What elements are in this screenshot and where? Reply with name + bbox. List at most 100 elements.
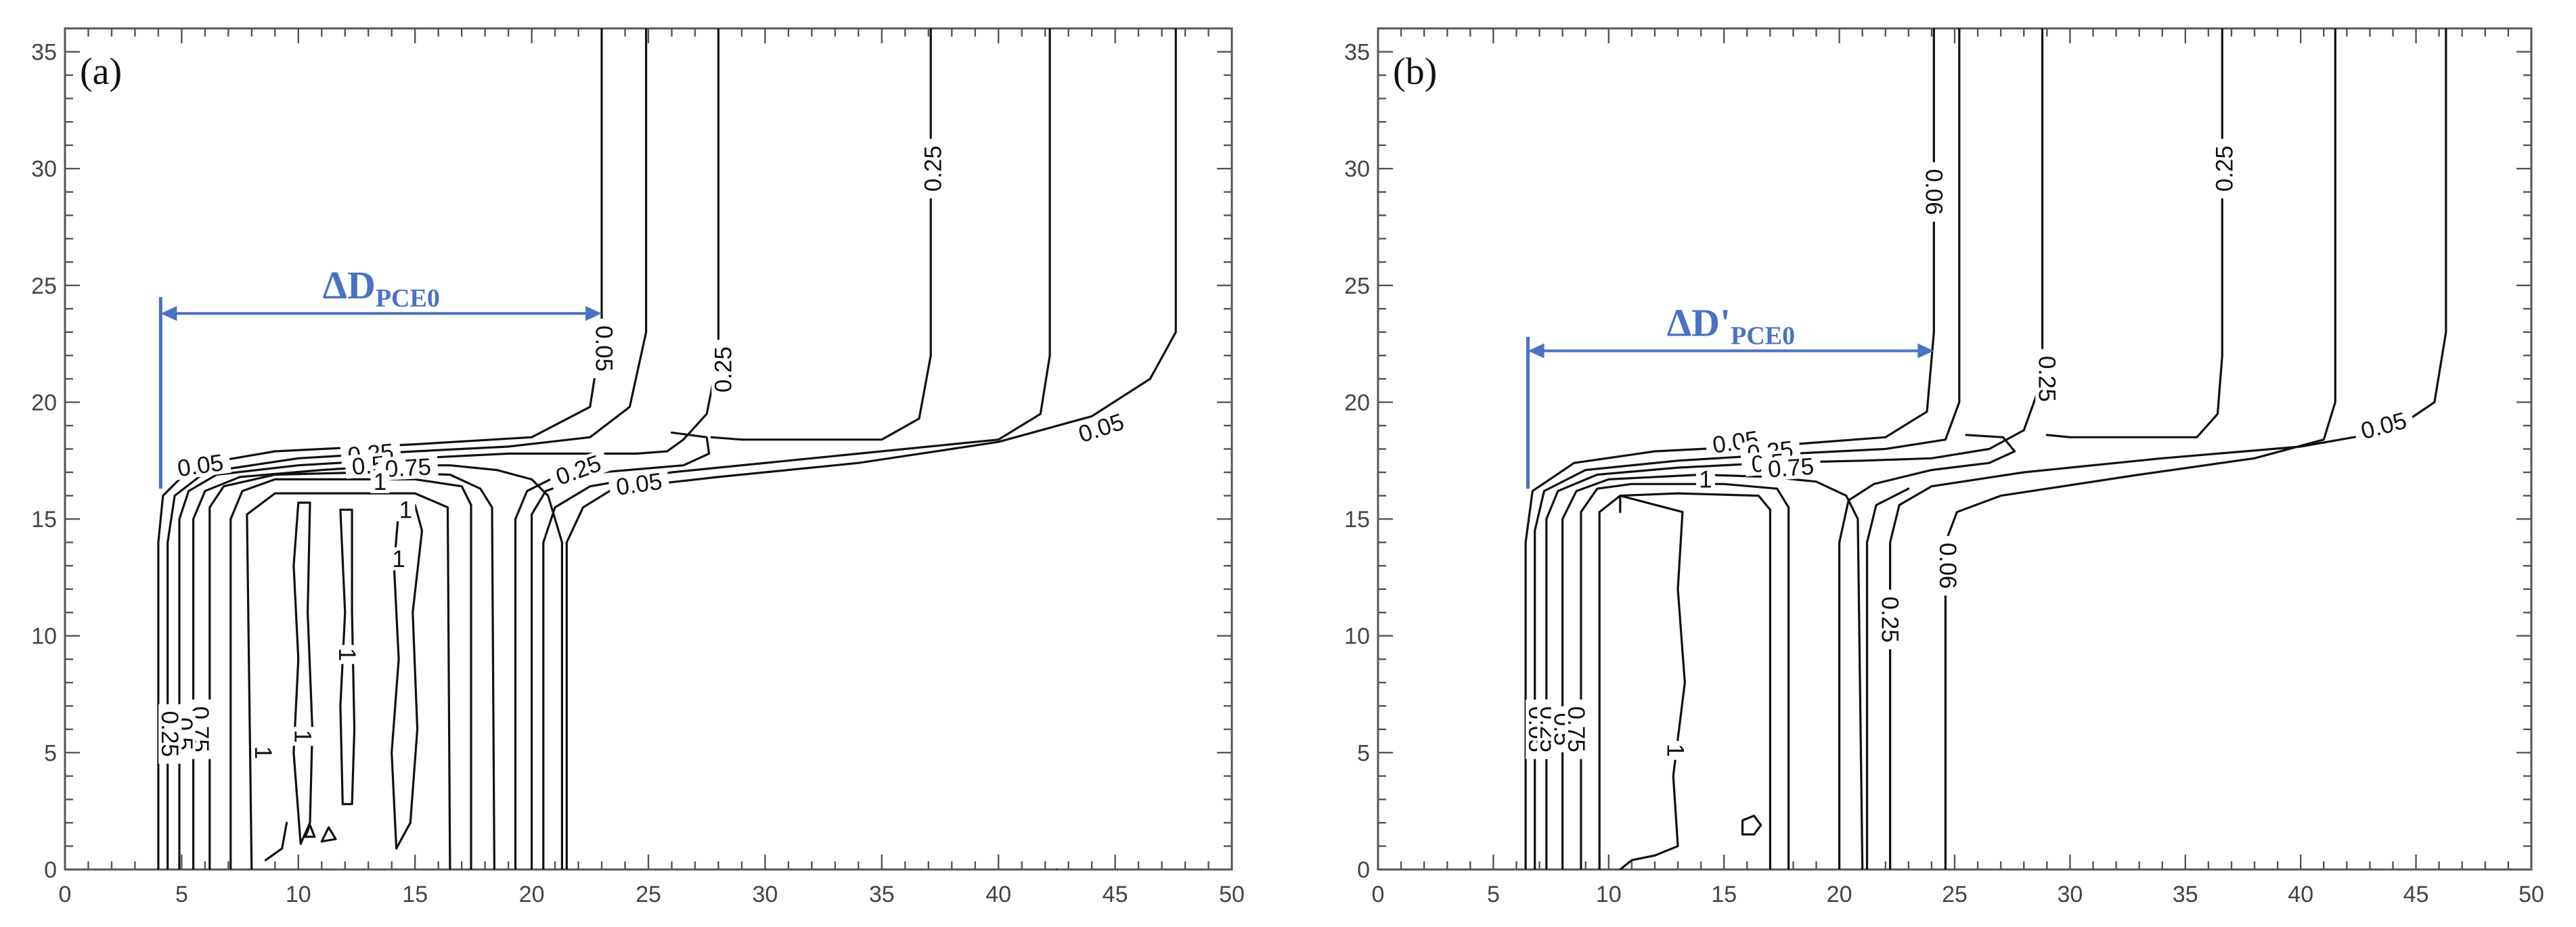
- y-tick-label: 20: [31, 390, 57, 415]
- x-tick-label: 45: [2403, 882, 2429, 907]
- contour-line: [1741, 815, 1762, 836]
- contour-label: 0.75: [1760, 453, 1822, 482]
- x-tick-label: 50: [1219, 882, 1245, 907]
- contour-label-text: 0.05: [2358, 407, 2410, 445]
- contour-line: [1944, 28, 2336, 869]
- y-tick-label: 35: [31, 40, 57, 66]
- contour-label-halo: [169, 449, 231, 481]
- y-tick-label: 20: [1344, 390, 1370, 415]
- contour-label-halo: [396, 498, 416, 522]
- contour-line: [229, 478, 472, 869]
- contour-line: [292, 501, 314, 845]
- contour-label-text: 0.05: [591, 325, 617, 371]
- contour-line: [1865, 487, 1910, 869]
- x-tick-label: 35: [869, 882, 895, 907]
- delta-d-label: ΔDPCE0: [323, 263, 440, 313]
- contour-line: [710, 28, 932, 441]
- y-tick-label: 30: [1344, 156, 1370, 182]
- contour-label: 0.05: [608, 468, 671, 501]
- y-tick-label: 5: [1357, 740, 1370, 766]
- contour-line: [1580, 482, 1790, 869]
- contour-label-text: 1: [1699, 466, 1712, 493]
- x-tick-label: 40: [2288, 882, 2313, 907]
- x-tick-label: 0: [59, 882, 72, 907]
- contour-label-text: 0.25: [1877, 597, 1903, 643]
- contour-label-text: 0.05: [615, 468, 664, 501]
- contour-label: 1: [290, 727, 316, 746]
- contour-label: 1: [389, 546, 409, 572]
- y-tick-label: 10: [1344, 624, 1370, 650]
- contour-label-halo: [1695, 468, 1715, 491]
- delta-d-label: ΔD'PCE0: [1667, 300, 1795, 350]
- x-tick-label: 25: [636, 882, 661, 907]
- delta-d-subscript: PCE0: [376, 284, 440, 313]
- contour-label: 0.25: [156, 704, 183, 764]
- x-tick-label: 30: [752, 882, 778, 907]
- contour-label-halo: [389, 547, 409, 570]
- arrow-right-icon: [585, 306, 602, 321]
- x-tick-label: 10: [286, 882, 311, 907]
- contour-label-halo: [546, 449, 610, 491]
- contour-label: 0.05: [591, 319, 617, 378]
- contour-label-halo: [336, 645, 359, 664]
- contour-label: 0.05: [169, 449, 231, 482]
- contour-line: [178, 28, 719, 869]
- contour-line: [246, 492, 451, 869]
- contour-line: [192, 464, 563, 869]
- delta-d-main: ΔD: [323, 263, 376, 307]
- contour-label-halo: [370, 470, 390, 493]
- contour-label: 1: [250, 743, 276, 763]
- contour-label-text: 0.25: [2033, 356, 2060, 402]
- y-tick-label: 5: [44, 740, 57, 766]
- arrow-left-icon: [1528, 343, 1545, 359]
- contour-label-halo: [158, 704, 182, 764]
- contour-label-text: 1: [334, 648, 360, 661]
- contour-label-text: 0.75: [384, 453, 432, 482]
- arrow-right-icon: [1917, 343, 1934, 359]
- contour-line: [2045, 28, 2223, 438]
- contour-line: [1838, 434, 2016, 869]
- contour-label: 0.25: [710, 340, 736, 400]
- contour-label-text: 0.25: [2212, 145, 2238, 191]
- contour-label-text: 0.05: [176, 449, 225, 482]
- contour-line: [531, 478, 580, 869]
- contour-line: [1534, 28, 1961, 869]
- x-tick-label: 10: [1596, 882, 1622, 907]
- contour-label-halo: [1922, 162, 1946, 222]
- contour-label-text: 0.25: [710, 346, 736, 392]
- y-tick-label: 25: [31, 273, 57, 299]
- delta-d-main: ΔD': [1667, 300, 1731, 344]
- x-tick-label: 15: [1711, 882, 1737, 907]
- x-tick-label: 50: [2518, 882, 2544, 907]
- contour-label-halo: [2035, 348, 2059, 409]
- y-tick-label: 35: [1344, 40, 1370, 66]
- contour-line: [1598, 492, 1771, 869]
- contour-label-halo: [711, 340, 735, 400]
- contour-label-text: 0.06: [1934, 543, 1961, 589]
- contour-label-text: 1: [399, 497, 412, 523]
- contour-label: 1: [370, 469, 390, 495]
- contour-label-halo: [921, 139, 945, 199]
- plot-frame: [64, 27, 1233, 871]
- panel-label: (a): [80, 51, 122, 93]
- contour-line: [1619, 495, 1686, 869]
- x-tick-label: 30: [2057, 882, 2083, 907]
- x-tick-label: 5: [175, 882, 188, 907]
- contour-label-text: 0.05: [1075, 409, 1128, 448]
- x-tick-label: 20: [519, 882, 545, 907]
- contour-label-halo: [2351, 407, 2416, 445]
- contour-lines: [1524, 28, 2447, 869]
- x-tick-label: 20: [1827, 882, 1852, 907]
- x-tick-label: 40: [985, 882, 1011, 907]
- contour-line: [320, 826, 337, 843]
- contour-label: 1: [396, 497, 416, 523]
- contour-label-halo: [1936, 536, 1959, 596]
- delta-d-annotation: ΔDPCE0: [158, 263, 602, 489]
- contour-label-text: 0.25: [156, 711, 183, 757]
- contour-label-halo: [252, 743, 275, 763]
- contour-label: 0.75: [378, 453, 439, 482]
- contour-line: [304, 823, 316, 838]
- contour-label-halo: [2213, 139, 2236, 199]
- contour-label: 0.25: [2212, 139, 2238, 199]
